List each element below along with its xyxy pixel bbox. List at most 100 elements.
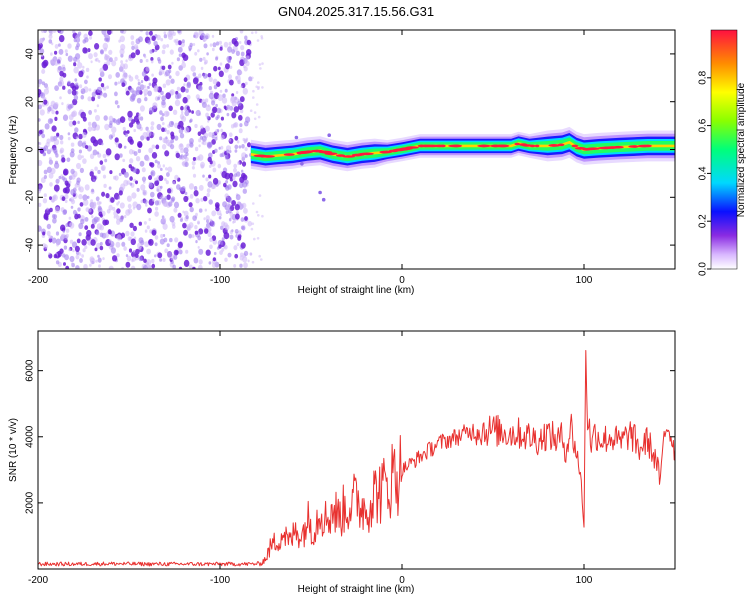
noise-point: [143, 221, 147, 225]
noise-point: [112, 255, 118, 262]
noise-point: [240, 51, 245, 57]
noise-point: [146, 136, 150, 141]
noise-point: [165, 92, 171, 100]
noise-point: [194, 51, 198, 56]
noise-point: [63, 168, 69, 176]
y-tick-label: 20: [25, 96, 36, 108]
noise-point: [197, 246, 200, 249]
noise-point: [89, 263, 92, 267]
noise-point: [67, 55, 73, 62]
noise-point: [112, 206, 116, 211]
noise-point: [161, 99, 166, 106]
noise-point: [84, 217, 89, 222]
x-tick-label: -100: [210, 275, 230, 286]
noise-point: [131, 256, 137, 262]
noise-point: [158, 60, 162, 65]
noise-point: [99, 241, 103, 246]
noise-point: [98, 264, 101, 268]
noise-point: [169, 215, 175, 223]
noise-point: [68, 216, 72, 220]
noise-point: [236, 140, 240, 144]
noise-point: [199, 57, 203, 62]
noise-point: [93, 109, 97, 113]
noise-point: [209, 244, 213, 250]
noise-point: [240, 85, 243, 88]
noise-point: [138, 36, 143, 43]
noise-point: [211, 47, 215, 52]
noise-point: [235, 213, 240, 220]
noise-point: [130, 40, 135, 46]
noise-point: [152, 198, 155, 202]
noise-point: [108, 265, 114, 269]
noise-point: [40, 37, 44, 43]
spectrogram-outlier-points: [294, 133, 332, 202]
noise-point: [116, 253, 120, 258]
noise-point: [218, 244, 222, 249]
noise-point: [184, 126, 190, 134]
noise-point: [144, 241, 150, 248]
ridge-hot-spot: [422, 144, 428, 148]
noise-point: [38, 118, 41, 122]
noise-point: [223, 244, 228, 250]
noise-point: [75, 53, 81, 60]
noise-point: [186, 226, 190, 231]
noise-point: [256, 237, 260, 240]
noise-point: [102, 257, 105, 261]
noise-point: [170, 121, 174, 125]
noise-point: [239, 255, 244, 261]
noise-point: [233, 167, 237, 173]
noise-point: [197, 131, 202, 136]
colorbar-tick-label: 0.2: [698, 214, 709, 228]
ridge-hot-spot: [477, 144, 491, 148]
noise-point: [68, 120, 74, 127]
noise-point: [215, 103, 218, 108]
noise-point: [145, 156, 150, 162]
noise-point: [234, 204, 240, 211]
noise-point: [229, 234, 234, 240]
noise-point: [197, 49, 200, 53]
noise-point: [159, 136, 163, 141]
noise-point: [52, 240, 56, 244]
noise-point: [249, 252, 253, 256]
noise-point: [70, 168, 75, 175]
noise-point: [186, 143, 190, 148]
noise-point: [78, 232, 82, 237]
noise-point: [88, 121, 92, 126]
noise-point: [95, 114, 100, 122]
ridge-hot-spot: [534, 144, 540, 148]
noise-point: [80, 218, 85, 225]
noise-point: [247, 259, 250, 263]
noise-point: [87, 96, 92, 102]
noise-point: [223, 182, 227, 188]
noise-point: [154, 159, 158, 164]
noise-point: [202, 73, 208, 79]
noise-point: [108, 239, 113, 244]
noise-point: [184, 156, 189, 162]
colorbar-tick-label: 0.8: [698, 70, 709, 84]
noise-point: [250, 227, 254, 231]
noise-point: [165, 79, 171, 86]
noise-point: [204, 208, 207, 212]
noise-point: [258, 194, 262, 197]
noise-point: [116, 208, 121, 214]
noise-point: [151, 152, 158, 159]
noise-point: [131, 119, 136, 124]
noise-point: [200, 66, 204, 70]
noise-point: [166, 130, 170, 135]
y-tick-label: 6000: [25, 359, 36, 382]
noise-point: [158, 175, 164, 182]
noise-point: [82, 47, 88, 54]
noise-point: [138, 256, 143, 262]
snr-x-ticks: -200 -100 0 100: [28, 331, 593, 586]
noise-point: [90, 199, 94, 203]
noise-point: [208, 86, 212, 91]
noise-point: [74, 78, 78, 82]
noise-point: [111, 126, 117, 134]
colorbar-gradient: [710, 29, 738, 270]
noise-point: [88, 30, 93, 36]
noise-point: [121, 266, 124, 269]
noise-point: [186, 82, 191, 89]
noise-point: [56, 132, 60, 137]
noise-point: [168, 105, 173, 112]
noise-point: [261, 214, 264, 218]
